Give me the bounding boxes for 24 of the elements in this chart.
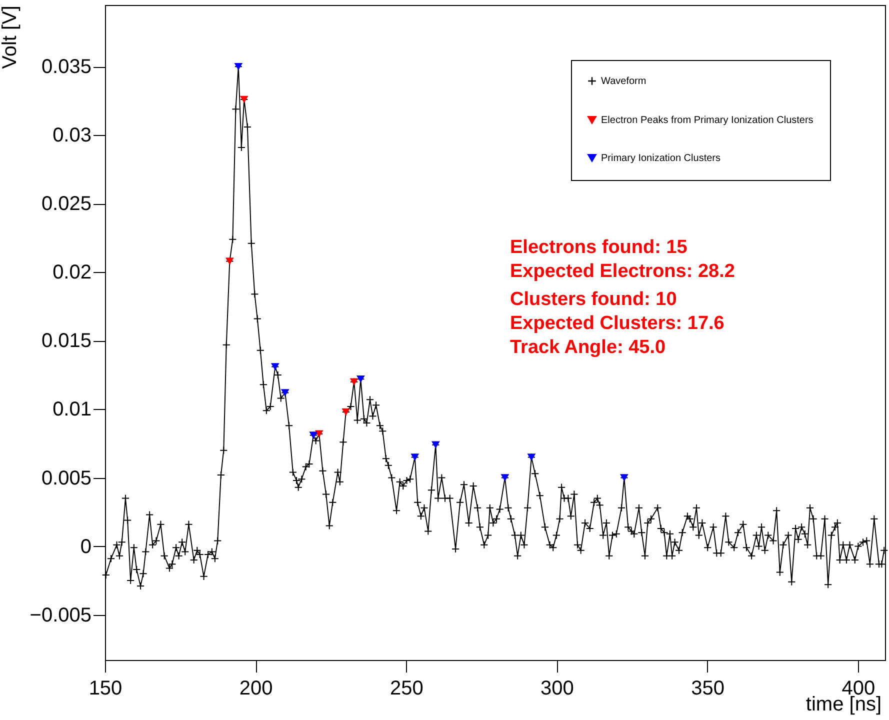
legend-label: Waveform [601,76,646,87]
annotation: Track Angle: 45.0 [510,337,666,358]
annotation: Clusters found: 10 [510,289,677,310]
y-tick-label: 0.025 [41,193,92,216]
y-axis-title: Volt [V] [0,6,21,69]
legend-label: Electron Peaks from Primary Ionization Clusters [601,115,814,126]
annotation: Electrons found: 15 [510,237,688,258]
x-tick-label: 150 [88,678,122,700]
annotation: Expected Clusters: 17.6 [510,313,724,334]
x-axis-title: time [ns] [806,694,882,716]
y-tick-label: 0.015 [41,330,92,352]
x-tick-label: 200 [239,678,273,700]
annotation: Expected Electrons: 28.2 [510,261,735,282]
y-tick-label: −0.005 [30,604,92,626]
y-tick-label: 0 [80,536,92,558]
y-tick-label: 0.03 [52,124,92,147]
x-tick-label: 300 [540,678,574,700]
x-tick-label: 350 [691,678,725,700]
legend-label: Primary Ionization Clusters [601,153,720,164]
y-tick-label: 0.005 [41,467,92,490]
y-tick-label: 0.035 [41,56,92,78]
y-tick-label: 0.01 [52,398,92,421]
x-tick-label: 250 [390,678,424,700]
y-tick-label: 0.02 [52,262,92,284]
